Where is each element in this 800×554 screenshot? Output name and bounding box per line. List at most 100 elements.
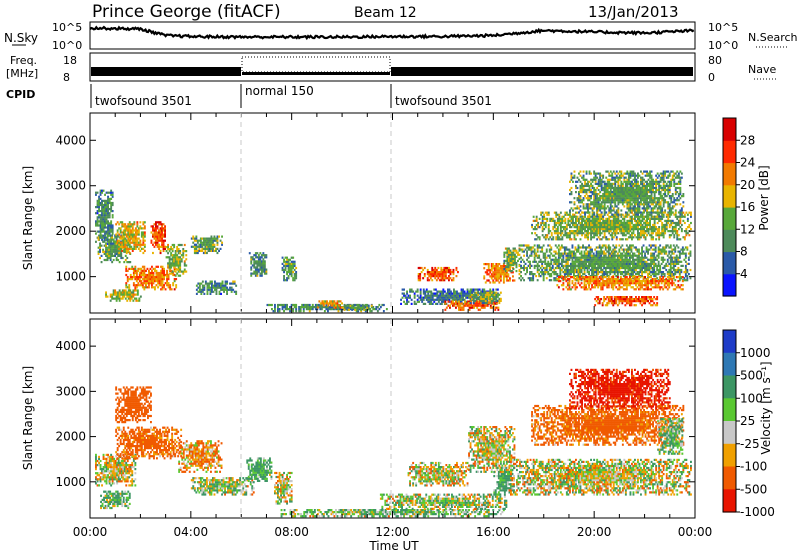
echo-cell [456,302,459,305]
echo-cell [641,273,643,276]
echo-cell [512,249,515,252]
echo-cell [579,228,582,231]
echo-cell [671,271,674,274]
echo-cell [367,306,370,309]
echo-cell [110,230,113,233]
echo-cell [342,308,344,311]
echo-cell [458,302,460,305]
echo-cell [590,236,592,239]
echo-cell [102,222,105,225]
echo-cell [587,221,589,225]
echo-cell [492,304,495,307]
echo-cell [102,210,105,213]
echo-cell [431,302,434,305]
echo-cell [452,273,455,276]
echo-cell [197,282,200,285]
echo-cell [401,296,404,299]
echo-cell [487,301,490,305]
echo-cell [116,247,119,250]
echo-cell [115,297,118,300]
echo-cell [330,304,333,307]
echo-cell [529,248,531,251]
echo-cell [413,292,416,295]
echo-cell [544,268,547,272]
echo-cell [443,273,446,276]
echo-cell [544,256,547,259]
echo-cell [120,297,123,300]
echo-cell [213,239,216,242]
echo-cell [141,284,144,287]
echo-cell [202,247,205,250]
echo-cell [547,262,550,265]
echo-cell [204,282,207,285]
echo-cell [564,232,567,235]
echo-cell [580,268,583,272]
echo-cell [448,300,451,303]
echo-cell [166,280,168,283]
echo-cell [585,266,587,270]
echo-cell [468,306,471,309]
echo-cell [425,296,428,299]
echo-cell [641,268,643,272]
echo-cell [289,271,291,274]
echo-cell [585,248,587,251]
echo-cell [105,199,108,202]
echo-cell [462,290,464,293]
echo-cell [105,248,107,251]
echo-cell [630,250,633,253]
echo-cell [576,228,579,231]
echo-cell [535,223,538,227]
echo-cell [679,219,682,222]
echo-cell [257,270,260,273]
echo-cell [663,275,666,278]
echo-cell [260,264,263,267]
echo-cell [460,296,463,299]
echo-cell [431,292,434,295]
echo-cell [608,223,611,227]
echo-cell [653,275,656,278]
echo-cell [428,302,431,305]
echo-cell [328,306,331,309]
echo-cell [582,244,584,247]
echo-cell [277,303,279,307]
echo-cell [618,244,621,247]
echo-cell [173,273,176,277]
echo-cell [527,244,530,247]
echo-cell [206,292,209,295]
echo-cell [614,234,617,237]
echo-cell [545,277,548,280]
echo-cell [115,258,118,262]
echo-cell [215,286,218,289]
echo-cell [117,258,120,262]
echo-cell [460,298,463,301]
echo-cell [215,282,218,285]
echo-cell [556,264,559,267]
echo-cell [604,254,607,257]
echo-cell [596,230,599,233]
echo-cell [511,261,513,265]
echo-cell [569,209,571,212]
echo-cell [590,234,592,237]
echo-cell [642,256,645,259]
echo-cell [108,201,111,205]
echo-cell [116,231,119,234]
echo-cell [286,308,288,311]
echo-cell [584,230,586,233]
echo-cell [479,302,482,305]
echo-cell [612,258,615,261]
echo-cell [665,262,668,265]
echo-cell [302,306,305,309]
echo-cell [443,298,446,301]
echo-cell [130,225,133,228]
echo-cell [134,243,137,246]
echo-cell [669,264,672,267]
echo-cell [619,252,622,255]
echo-cell [591,264,593,267]
echo-cell [591,226,594,229]
echo-cell [210,247,213,250]
echo-cell [110,201,113,205]
echo-cell [118,241,121,244]
echo-cell [568,275,571,278]
echo-cell [606,221,609,225]
echo-cell [326,302,328,305]
